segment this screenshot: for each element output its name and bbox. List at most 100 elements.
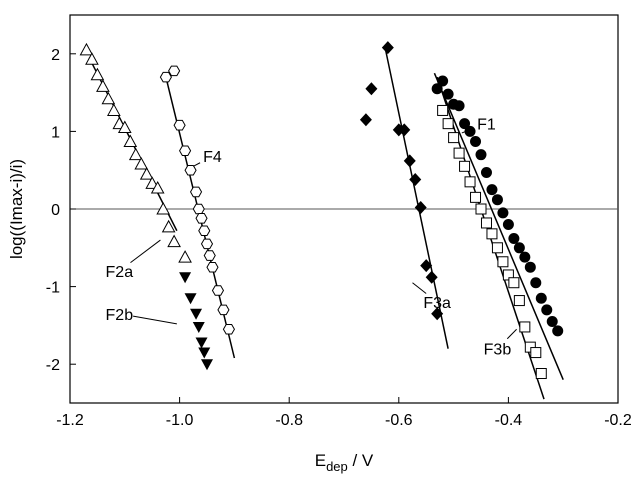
- point-f3b: [437, 104, 449, 116]
- point-f2a: [85, 52, 99, 65]
- leader-f3b: [506, 328, 517, 340]
- point-f4: [179, 145, 192, 157]
- leader-f1: [461, 128, 474, 134]
- point-f2b: [179, 272, 192, 284]
- fit-line-f3a: [384, 47, 449, 349]
- point-f2a: [90, 67, 105, 81]
- label-f2b: F2b: [106, 307, 134, 324]
- point-f3a: [420, 259, 433, 273]
- point-f1: [486, 184, 498, 196]
- point-f3a: [425, 270, 438, 284]
- point-f4: [192, 203, 205, 215]
- point-f4: [206, 261, 219, 273]
- point-f2a: [106, 103, 121, 116]
- point-f1: [442, 88, 454, 100]
- y-tick-label: 0: [51, 202, 60, 219]
- point-f1: [524, 261, 536, 273]
- point-f2a: [150, 181, 165, 194]
- point-f4: [217, 304, 230, 316]
- label-f3a: F3a: [423, 295, 451, 312]
- point-f4: [173, 119, 186, 131]
- point-f3b: [464, 176, 476, 188]
- point-f4: [222, 324, 235, 335]
- x-axis-label: Edep / V: [315, 451, 374, 474]
- leader-f4: [193, 162, 201, 167]
- point-f3b: [519, 321, 531, 333]
- point-f3a: [381, 41, 394, 55]
- point-f1: [541, 304, 553, 316]
- point-f2a: [123, 134, 138, 147]
- point-f3a: [359, 113, 372, 127]
- point-f4: [184, 164, 197, 176]
- point-f3a: [398, 123, 411, 137]
- point-f3b: [442, 118, 454, 130]
- point-f2a: [178, 250, 192, 263]
- point-f3b: [508, 277, 520, 289]
- point-f3b: [535, 368, 547, 380]
- x-tick-label: -0.8: [275, 412, 303, 429]
- point-f3a: [365, 82, 378, 96]
- x-tick-label: -0.6: [385, 412, 413, 429]
- point-f1: [552, 325, 564, 337]
- point-f1: [453, 100, 465, 112]
- point-f2a: [128, 147, 143, 161]
- point-f4: [189, 186, 203, 198]
- point-f3b: [513, 295, 525, 307]
- point-f2b: [190, 308, 203, 320]
- point-f2b: [195, 337, 208, 349]
- point-f3b: [497, 256, 509, 268]
- label-f2a: F2a: [106, 264, 134, 281]
- point-f1: [546, 316, 558, 328]
- x-tick-label: -1.2: [56, 412, 84, 429]
- point-f3b: [453, 147, 465, 159]
- point-f3a: [431, 307, 444, 321]
- y-tick-label: -2: [46, 357, 60, 374]
- point-f4: [203, 250, 216, 261]
- leader-f3a: [412, 282, 427, 294]
- point-f1: [530, 277, 542, 289]
- point-f1: [491, 194, 503, 206]
- axis-ticks: -1.2 -1.0 -0.8 -0.6 -0.4 -0.2 -2 -1 0 1 2: [46, 47, 632, 429]
- point-f2b: [192, 321, 205, 333]
- point-f3b: [491, 242, 503, 254]
- point-f1: [497, 207, 509, 219]
- point-f2a: [134, 156, 149, 170]
- point-f4: [200, 238, 214, 250]
- label-f3b: F3b: [484, 342, 512, 359]
- point-f3a: [414, 200, 427, 214]
- point-f2a: [101, 91, 116, 105]
- y-tick-label: -1: [46, 280, 60, 297]
- point-f4: [195, 213, 208, 224]
- point-f2a: [117, 120, 132, 134]
- point-f2b: [201, 359, 213, 371]
- point-f1: [459, 118, 471, 130]
- x-tick-label: -1.0: [166, 412, 194, 429]
- point-f3b: [480, 217, 492, 229]
- point-f1: [480, 167, 492, 179]
- point-f3b: [486, 228, 498, 240]
- point-f2a: [156, 201, 171, 215]
- leader-f2b: [133, 315, 177, 325]
- x-tick-label: -0.2: [604, 412, 632, 429]
- annotations: F1 F4 F2a F2b F3a F3b: [106, 117, 517, 359]
- label-f1: F1: [477, 117, 496, 134]
- point-f4: [198, 225, 211, 236]
- point-f2a: [167, 234, 181, 248]
- point-f2a: [79, 42, 94, 56]
- point-f1: [475, 149, 487, 161]
- y-axis-label: log((Imax-i)/i): [7, 159, 26, 259]
- point-f1: [508, 232, 520, 244]
- point-f3a: [403, 154, 416, 168]
- point-f1: [470, 135, 482, 147]
- point-f3a: [409, 173, 422, 187]
- data-points: [79, 41, 564, 380]
- label-f4: F4: [203, 149, 222, 166]
- leader-f2a: [130, 239, 161, 264]
- point-f3b: [470, 191, 482, 203]
- point-f3b: [448, 132, 460, 144]
- point-f1: [535, 292, 547, 304]
- point-f3b: [459, 160, 471, 172]
- y-tick-label: 1: [51, 124, 60, 141]
- point-f1: [502, 219, 514, 231]
